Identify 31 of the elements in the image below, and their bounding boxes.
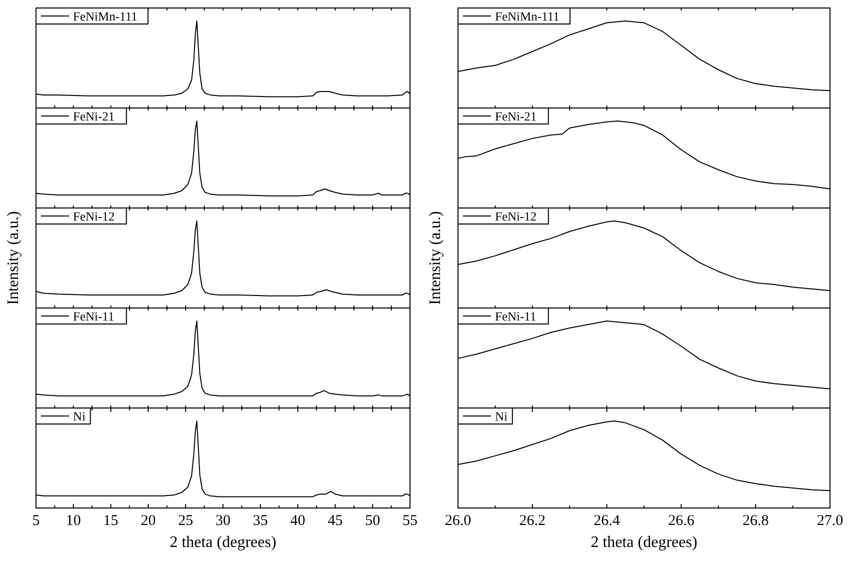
legend-label: FeNi-11 — [73, 310, 114, 324]
x-tick-label: 26.2 — [519, 513, 546, 529]
legend-label: FeNiMn-111 — [73, 10, 138, 24]
legend-label: FeNi-12 — [495, 210, 537, 224]
x-tick-label: 45 — [328, 513, 343, 529]
x-tick-label: 20 — [140, 513, 156, 529]
x-tick-label: 10 — [66, 513, 81, 529]
x-tick-label: 5 — [32, 513, 40, 529]
x-tick-label: 50 — [365, 513, 380, 529]
x-tick-label: 26.4 — [594, 513, 620, 529]
x-tick-label: 15 — [103, 513, 118, 529]
legend-label: FeNi-12 — [73, 210, 115, 224]
legend-label: Ni — [495, 410, 508, 424]
legend-label: FeNi-21 — [73, 110, 115, 124]
x-axis-title: 2 theta (degrees) — [590, 534, 698, 551]
x-tick-label: 55 — [402, 513, 418, 529]
x-tick-label: 26.0 — [444, 513, 472, 529]
y-axis-title: Intensity (a.u.) — [5, 211, 22, 305]
legend-label: FeNi-21 — [495, 110, 537, 124]
x-tick-label: 27.0 — [816, 513, 844, 529]
x-tick-label: 40 — [290, 513, 306, 529]
x-axis-title: 2 theta (degrees) — [170, 534, 276, 551]
legend-label: FeNi-11 — [495, 310, 536, 324]
x-tick-label: 35 — [252, 513, 268, 529]
x-tick-label: 30 — [216, 513, 230, 529]
legend-label: FeNiMn-111 — [495, 10, 560, 24]
x-tick-label: 25 — [178, 513, 194, 529]
y-axis-title: Intensity (a.u.) — [427, 211, 444, 305]
x-tick-label: 26.8 — [742, 513, 769, 529]
legend-label: Ni — [73, 410, 86, 424]
x-tick-label: 26.6 — [668, 513, 695, 529]
